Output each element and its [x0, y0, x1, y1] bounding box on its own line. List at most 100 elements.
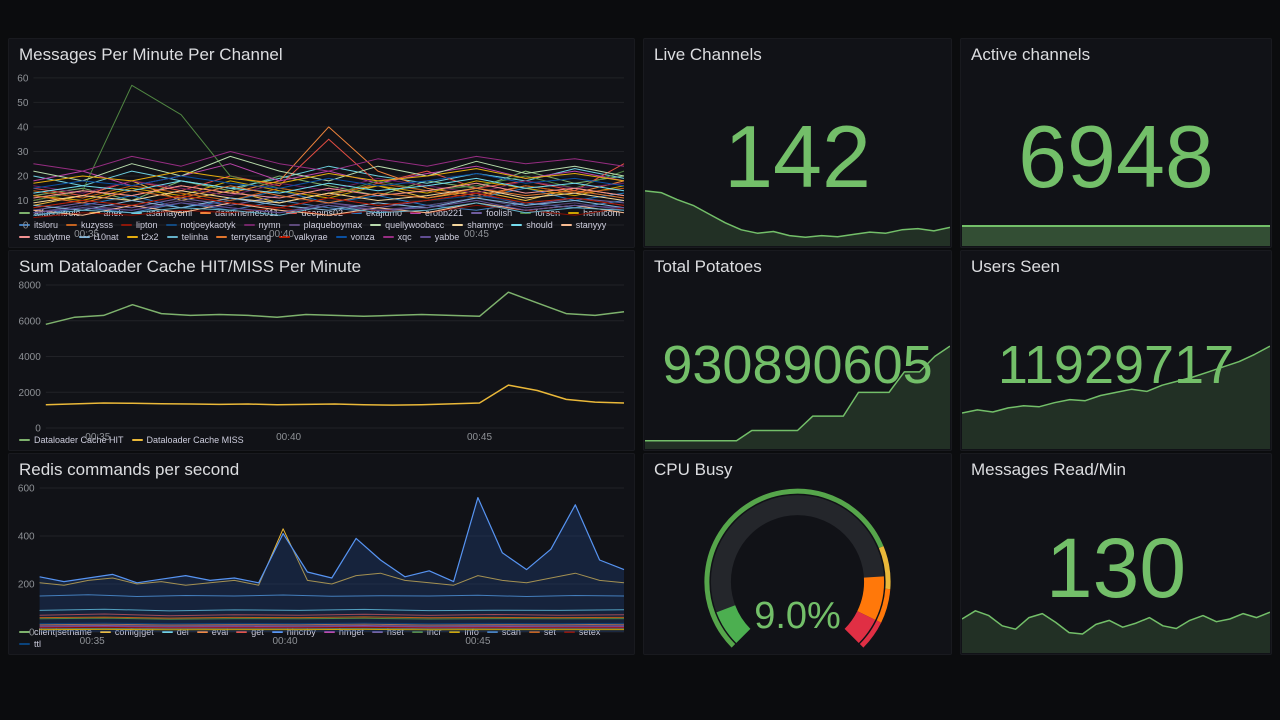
legend-label: ekajlumo — [366, 208, 403, 218]
legend-swatch — [419, 236, 431, 238]
legend-label: deepins02 — [301, 208, 343, 218]
legend-item-info[interactable]: info — [449, 627, 479, 637]
panel-redis-commands: Redis commands per second 0 200 400 600 00:3… — [8, 453, 635, 655]
legend-item-dankmemes011[interactable]: dankmemes011 — [200, 208, 278, 218]
legend-swatch — [371, 631, 383, 633]
panel-title-cpu-busy[interactable]: CPU Busy — [654, 460, 733, 479]
legend-item-config|get[interactable]: config|get — [99, 627, 154, 637]
svg-text:2000: 2000 — [19, 388, 42, 399]
legend-item-t10nat[interactable]: t10nat — [78, 232, 119, 242]
panel-title-active-channels[interactable]: Active channels — [971, 45, 1091, 64]
legend-item-valkyrae[interactable]: valkyrae — [279, 232, 328, 242]
legend-item-asamayomi[interactable]: asamayomi — [131, 208, 192, 218]
dataloader-chart[interactable]: 0 2000 4000 6000 8000 00:35 00:40 00:45 — [13, 279, 630, 443]
panel-live-channels: Live Channels 142 — [643, 38, 952, 248]
active-channels-value: 6948 — [1018, 107, 1214, 206]
total-potatoes-sparkline — [645, 339, 951, 449]
legend-item-hincrby[interactable]: hincrby — [271, 627, 316, 637]
legend-label: dankmemes011 — [215, 208, 279, 218]
panel-title-messages-read[interactable]: Messages Read/Min — [971, 460, 1126, 479]
legend-swatch — [196, 631, 208, 633]
legend-item-get[interactable]: get — [236, 627, 264, 637]
legend-item-erobb221[interactable]: erobb221 — [410, 208, 463, 218]
legend-item-studytme[interactable]: studytme — [19, 232, 71, 242]
svg-text:00:35: 00:35 — [80, 636, 105, 647]
legend-item-client|setname[interactable]: client|setname — [19, 627, 92, 637]
messages-chart[interactable]: 0 10 20 30 40 50 60 00:35 00:40 00:45 — [13, 67, 630, 240]
svg-text:50: 50 — [17, 98, 29, 109]
legend-item-henricom[interactable]: henricom — [568, 208, 620, 218]
panel-total-potatoes: Total Potatoes 930890605 — [643, 250, 952, 451]
legend-item-ekajlumo[interactable]: ekajlumo — [351, 208, 402, 218]
legend-label: nymn — [258, 220, 281, 230]
cpu-busy-gauge — [644, 482, 951, 654]
legend-item-kuzysss[interactable]: kuzysss — [66, 220, 113, 230]
panel-title-users-seen[interactable]: Users Seen — [971, 257, 1060, 276]
legend-label: anek — [103, 208, 124, 218]
svg-text:00:40: 00:40 — [272, 636, 297, 647]
legend-item-foolish[interactable]: foolish — [471, 208, 512, 218]
legend-item-terrytsang[interactable]: terrytsang — [216, 232, 271, 242]
legend-item-itsloru[interactable]: itsloru — [19, 220, 58, 230]
legend-label: eval — [212, 627, 229, 637]
legend-label: foolish — [486, 208, 513, 218]
legend-swatch — [200, 212, 212, 214]
legend-swatch — [99, 631, 111, 633]
legend-swatch — [486, 631, 498, 633]
panel-title-dataloader[interactable]: Sum Dataloader Cache HIT/MISS Per Minute — [19, 257, 362, 276]
panel-title-messages[interactable]: Messages Per Minute Per Channel — [19, 45, 283, 64]
legend-swatch — [452, 224, 464, 226]
legend-item-incr[interactable]: incr — [411, 627, 442, 637]
legend-label: shamnyc — [467, 220, 504, 230]
legend-swatch — [165, 224, 177, 226]
legend-swatch — [19, 439, 30, 441]
legend-item-eval[interactable]: eval — [196, 627, 229, 637]
legend-item-should[interactable]: should — [511, 220, 553, 230]
legend-item-t2x2[interactable]: t2x2 — [126, 232, 159, 242]
legend-swatch — [370, 224, 382, 226]
legend-item-setex[interactable]: setex — [563, 627, 600, 637]
legend-label: hmget — [339, 627, 364, 637]
panel-title-redis[interactable]: Redis commands per second — [19, 460, 240, 479]
legend-item-yabbe[interactable]: yabbe — [419, 232, 459, 242]
svg-text:400: 400 — [18, 532, 35, 543]
legend-label: stanyyy — [575, 220, 607, 230]
legend-swatch — [288, 224, 300, 226]
legend-label: telinha — [181, 232, 209, 242]
legend-label: terrytsang — [231, 232, 272, 242]
legend-item-set[interactable]: set — [528, 627, 556, 637]
legend-swatch — [382, 236, 394, 238]
legend-item-telinha[interactable]: telinha — [166, 232, 209, 242]
legend-label: incr — [427, 627, 442, 637]
legend-item-nymn[interactable]: nymn — [243, 220, 281, 230]
legend-item-shamnyc[interactable]: shamnyc — [452, 220, 503, 230]
dataloader-legend: Dataloader Cache HIT Dataloader Cache MIS… — [9, 433, 634, 450]
panel-title-live-channels[interactable]: Live Channels — [654, 45, 762, 64]
legend-item-quellywoobacc[interactable]: quellywoobacc — [370, 220, 444, 230]
legend-item-hmget[interactable]: hmget — [323, 627, 364, 637]
legend-item-ttl[interactable]: ttl — [19, 639, 41, 649]
legend-item-hset[interactable]: hset — [371, 627, 404, 637]
legend-swatch — [19, 643, 30, 645]
svg-text:600: 600 — [18, 484, 35, 495]
legend-swatch — [271, 631, 283, 633]
legend-item-lipton[interactable]: lipton — [121, 220, 158, 230]
legend-label: plaqueboymax — [303, 220, 363, 230]
legend-item-notjoeykaotyk[interactable]: notjoeykaotyk — [165, 220, 236, 230]
legend-item-Dataloader Cache HIT[interactable]: Dataloader Cache HIT — [19, 435, 124, 445]
legend-item-del[interactable]: del — [161, 627, 189, 637]
legend-swatch — [243, 224, 255, 226]
legend-label: henricom — [583, 208, 621, 218]
legend-item-Dataloader Cache MISS[interactable]: Dataloader Cache MISS — [131, 435, 244, 445]
legend-label: erobb221 — [425, 208, 464, 218]
redis-chart[interactable]: 0 200 400 600 00:35 00:40 00:45 — [13, 482, 630, 647]
cpu-busy-value: 9.0% — [754, 595, 841, 637]
legend-item-vonza[interactable]: vonza — [335, 232, 375, 242]
legend-item-scan[interactable]: scan — [486, 627, 521, 637]
legend-swatch — [19, 224, 30, 226]
legend-item-xqc[interactable]: xqc — [382, 232, 412, 242]
legend-item-stanyyy[interactable]: stanyyy — [560, 220, 607, 230]
panel-title-total-potatoes[interactable]: Total Potatoes — [654, 257, 762, 276]
legend-swatch — [131, 212, 143, 214]
legend-item-plaqueboymax[interactable]: plaqueboymax — [288, 220, 363, 230]
